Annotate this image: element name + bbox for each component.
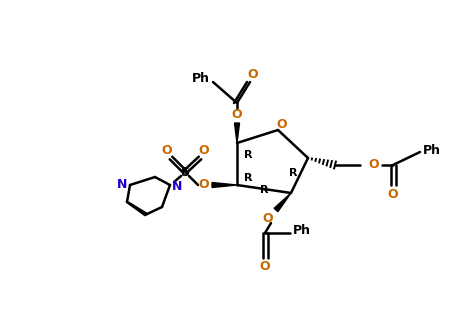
Text: O: O (162, 144, 172, 157)
Text: Ph: Ph (192, 73, 210, 86)
Text: Ph: Ph (423, 144, 441, 157)
Text: O: O (232, 108, 242, 121)
Text: O: O (368, 158, 379, 171)
Text: O: O (248, 68, 258, 81)
Polygon shape (274, 193, 291, 212)
Text: Ph: Ph (293, 224, 311, 237)
Text: R: R (260, 185, 268, 195)
Text: O: O (262, 211, 273, 224)
Text: R: R (244, 173, 252, 183)
Text: O: O (260, 261, 270, 274)
Polygon shape (234, 123, 240, 143)
Text: O: O (276, 119, 287, 132)
Text: N: N (117, 178, 127, 191)
Text: R: R (289, 168, 297, 178)
Text: O: O (198, 178, 209, 191)
Text: O: O (198, 144, 209, 157)
Polygon shape (212, 183, 237, 187)
Text: N: N (172, 180, 182, 193)
Text: R: R (244, 150, 252, 160)
Text: O: O (388, 187, 398, 200)
Text: S: S (181, 165, 190, 178)
